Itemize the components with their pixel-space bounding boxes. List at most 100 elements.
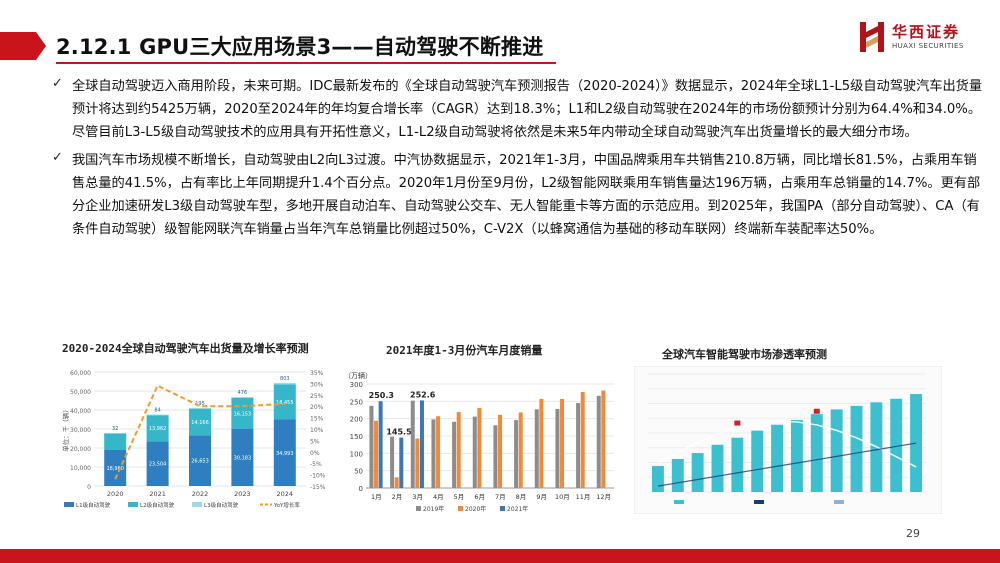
data-label: 26,653 [191,459,209,465]
bar-2019年-12月 [596,395,601,488]
x-tick-label: 2020 [107,490,124,498]
y2-tick-label: -15% [310,484,326,491]
page-title: 2.12.1 GPU三大应用场景3——自动驾驶不断推进 [56,35,544,59]
bar-2019年-2月 [390,436,395,488]
chart-penetration: 全球汽车智能驾驶市场渗透率预测 [634,344,942,516]
x-tick-label: 10月 [555,493,570,501]
y2-tick-label: 15% [310,416,324,423]
x-tick-label: 6月 [474,493,485,501]
bar-0-2021 [146,441,169,486]
bullet-item-2: ✓ 我国汽车市场规模不断增长，自动驾驶由L2向L3过渡。中汽协数据显示，2021… [52,150,982,241]
bullet-list: ✓ 全球自动驾驶迈入商用阶段，未来可期。IDC最新发布的《全球自动驾驶汽车预测报… [52,76,982,248]
legend-swatch [64,502,74,507]
bar-2-2023 [231,397,254,398]
x-tick-label: 12月 [596,493,611,501]
x-tick-label: 2023 [234,490,251,498]
bar-2019年-6月 [472,416,477,488]
penetration-bar [810,414,823,492]
data-label: 32 [112,426,118,432]
bar-2019年-10月 [555,408,560,488]
y2-tick-label: 20% [310,404,324,411]
bar-2019年-5月 [452,421,457,488]
y-tick-label: 100 [350,450,363,458]
data-label: 16,153 [234,411,252,417]
chart-1-title: 2020-2024全球自动驾驶汽车出货量及增长率预测 [62,342,309,355]
highlight-marker [813,408,820,414]
x-tick-label: 8月 [516,493,527,501]
bar-1-2022 [189,408,211,436]
data-label: 250.3 [369,391,394,400]
huaxi-logo-mark-icon [860,22,884,52]
bar-2-2020 [104,433,127,434]
data-label: 803 [280,376,290,382]
data-label: 195 [195,401,205,407]
penetration-bar [671,458,684,492]
bar-1-2024 [273,384,296,420]
penetration-bar [890,398,903,492]
y-tick-label: 20,000 [70,446,91,453]
chart-monthly-sales: 2021年度1-3月份汽车月度销量 （万辆） 0 50 100 150 200 250 300… [338,340,620,520]
x-tick-label: 7月 [495,493,506,501]
legend-label: L1级自动驾驶 [76,501,111,509]
legend-swatch [458,506,463,511]
x-tick-label: 11月 [576,493,591,501]
chart-1-plot: 0 10,000 20,000 30,000 40,000 50,000 60,000 -15… [61,370,326,509]
y2-tick-label: 0% [310,450,320,457]
check-mark-icon: ✓ [52,150,63,166]
x-tick-label: 2021 [149,490,166,498]
trend-line-2 [657,442,917,487]
bar-2020年-10月 [560,398,565,488]
legend-label: L2级自动驾驶 [140,501,175,509]
y-tick-label: 50,000 [70,389,91,396]
y-tick-label: 50 [354,468,363,476]
legend-label: 2019年 [423,505,444,513]
penetration-bar [850,405,863,492]
bar-2-2022 [189,408,211,409]
check-mark-icon: ✓ [52,76,63,91]
bar-0-2022 [189,435,211,486]
x-tick-label: 2024 [277,490,294,498]
penetration-bar [790,420,803,492]
data-label: 13,962 [149,426,167,432]
legend-label: 2021年 [507,505,528,513]
y-tick-label: 250 [350,398,363,406]
penetration-bar [830,409,843,492]
y2-tick-label: 10% [310,427,324,434]
bar-2020年-12月 [601,390,606,488]
bar-2019年-9月 [534,409,539,488]
legend-swatch [128,502,138,507]
bar-2021年-3月 [419,400,424,488]
legend-swatch [192,502,202,507]
penetration-bar [771,424,784,492]
bullet-item-1: ✓ 全球自动驾驶迈入商用阶段，未来可期。IDC最新发布的《全球自动驾驶汽车预测报… [52,76,982,144]
bar-2020年-3月 [415,438,420,488]
legend-swatch [416,506,421,511]
legend-swatch [674,500,684,504]
y-tick-label: 300 [350,381,363,389]
data-label: 84 [154,408,160,414]
bar-0-2023 [231,428,254,486]
data-label: 30,183 [234,455,252,461]
y2-tick-label: 25% [310,393,324,400]
y-tick-label: 60,000 [70,370,91,377]
logo-english-name: HUAXI SECURITIES [892,42,964,50]
x-tick-label: 2022 [192,490,209,498]
chart-3-plot [634,366,942,514]
y2-tick-label: 30% [310,381,324,388]
data-label: 18,960 [106,466,124,472]
data-label: 476 [238,390,248,396]
y-tick-label: 200 [350,416,363,424]
title-underline [56,62,556,64]
y-tick-label: 0 [87,484,91,491]
huaxi-logo: 华西证券 HUAXI SECURITIES [858,18,988,58]
x-tick-label: 1月 [371,493,382,501]
legend-label: YoY增长率 [273,501,300,509]
chart-2-plot: （万辆） 0 50 100 150 200 250 300 250.3 1月 145.5 2月 252.… [344,371,614,513]
bar-2019年-1月 [369,405,374,488]
y-tick-label: 30,000 [70,427,91,434]
x-tick-label: 9月 [536,493,547,501]
bar-2020年-1月 [374,420,379,488]
header-accent-chevron [36,32,46,60]
penetration-bar [731,437,744,492]
penetration-bar [711,444,724,492]
